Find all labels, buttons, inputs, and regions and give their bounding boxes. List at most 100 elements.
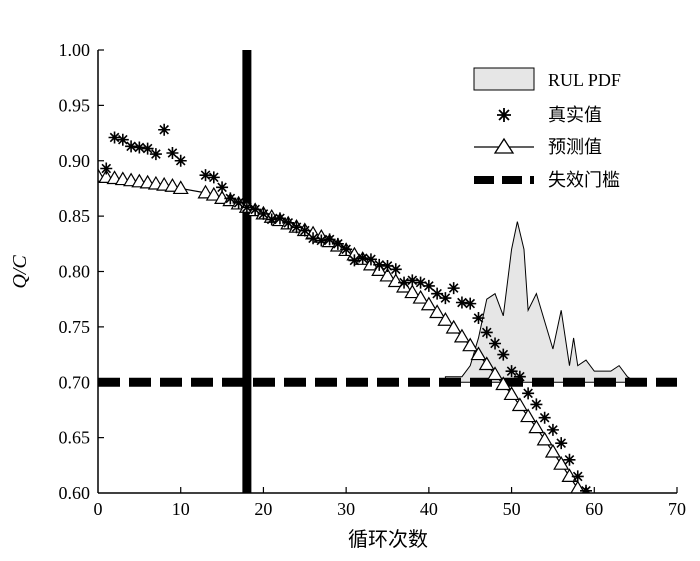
true-point [207, 171, 220, 184]
true-point [340, 243, 353, 256]
predicted-point [462, 337, 479, 352]
legend-label-predicted: 预测值 [548, 137, 602, 157]
y-tick-label: 0.90 [59, 151, 91, 171]
legend: RUL PDF 真实值 预测值 失效门槛 [473, 67, 621, 190]
y-tick-label: 0.60 [59, 483, 91, 503]
y-tick-label: 0.85 [59, 206, 91, 226]
true-point [149, 148, 162, 161]
true-point [199, 169, 212, 182]
predicted-point [214, 190, 231, 205]
prediction-start-line [242, 50, 252, 493]
true-point [398, 276, 411, 289]
true-point [422, 279, 435, 292]
y-axis-label: Q/C [9, 255, 31, 289]
true-point [216, 181, 229, 194]
true-point [133, 141, 146, 154]
predicted-point [437, 312, 454, 326]
true-point [166, 146, 179, 159]
true-point [513, 370, 526, 383]
predicted-point [495, 376, 512, 391]
true-point [563, 453, 576, 466]
true-point [116, 133, 129, 146]
true-point [125, 140, 138, 153]
true-point [373, 258, 386, 271]
predicted-point [412, 289, 429, 304]
predicted-point [528, 419, 545, 434]
predicted-point [420, 296, 437, 311]
true-point [224, 192, 237, 205]
legend-swatch-rul-pdf [473, 67, 535, 91]
predicted-point [544, 443, 561, 458]
predicted-point [205, 186, 222, 201]
predicted-point [445, 319, 462, 334]
true-point [141, 142, 154, 155]
x-tick-label: 50 [503, 499, 521, 519]
true-point [538, 411, 551, 424]
predicted-point [520, 408, 537, 423]
true-point [381, 259, 394, 272]
true-point [431, 287, 444, 300]
legend-label-true: 真实值 [548, 105, 602, 125]
true-point [348, 254, 361, 267]
predicted-point [553, 456, 570, 470]
predicted-point [486, 366, 504, 381]
y-tick-label: 0.95 [59, 95, 91, 115]
true-point [414, 276, 427, 289]
true-point [546, 423, 559, 436]
true-point [323, 233, 336, 246]
predicted-point [379, 267, 396, 282]
legend-label-rul-pdf: RUL PDF [548, 70, 621, 90]
true-point [364, 253, 377, 266]
predicted-point [404, 284, 421, 299]
true-point [530, 398, 543, 411]
x-tick-label: 10 [172, 499, 190, 519]
y-tick-label: 0.80 [59, 262, 91, 282]
true-point [489, 337, 502, 350]
predicted-point [470, 346, 487, 361]
predicted-point [561, 468, 578, 482]
predicted-point [172, 180, 189, 195]
x-tick-label: 40 [420, 499, 438, 519]
predicted-point [164, 178, 181, 192]
true-point [480, 326, 493, 339]
predicted-point [536, 431, 553, 446]
true-value-series [100, 123, 593, 493]
true-point [307, 232, 320, 245]
true-point [158, 123, 171, 136]
predicted-point [478, 356, 495, 371]
true-point [100, 162, 113, 175]
y-axis-ticks: 0.60 0.65 0.70 0.75 0.80 0.85 0.90 0.95 1.00 [59, 40, 104, 503]
true-point [497, 348, 510, 361]
true-point [232, 196, 245, 209]
legend-swatch-true [497, 108, 511, 122]
true-point [439, 292, 452, 305]
true-point [447, 282, 460, 295]
true-point [240, 201, 253, 214]
true-point [108, 131, 121, 144]
true-point [257, 207, 270, 220]
predicted-point [429, 304, 446, 319]
true-point [389, 263, 402, 276]
true-point [356, 252, 369, 265]
y-tick-label: 0.65 [59, 428, 91, 448]
legend-star-icon [497, 108, 511, 122]
legend-label-threshold: 失效门槛 [548, 170, 620, 190]
predicted-point [453, 328, 470, 343]
predicted-point [503, 386, 520, 401]
x-tick-label: 30 [337, 499, 355, 519]
x-axis-label: 循环次数 [348, 528, 428, 551]
x-tick-label: 60 [585, 499, 603, 519]
true-point [298, 224, 311, 237]
x-tick-label: 0 [94, 499, 103, 519]
true-point [464, 297, 477, 310]
predicted-point [511, 397, 528, 412]
predicted-point [387, 273, 404, 288]
true-point [174, 154, 187, 167]
y-tick-label: 0.70 [59, 372, 91, 392]
x-axis-ticks: 0 10 20 30 40 50 60 70 [94, 487, 686, 519]
true-point [571, 470, 584, 483]
true-point [331, 237, 344, 250]
true-point [580, 484, 593, 493]
y-tick-label: 0.75 [59, 317, 91, 337]
true-point [406, 274, 419, 287]
